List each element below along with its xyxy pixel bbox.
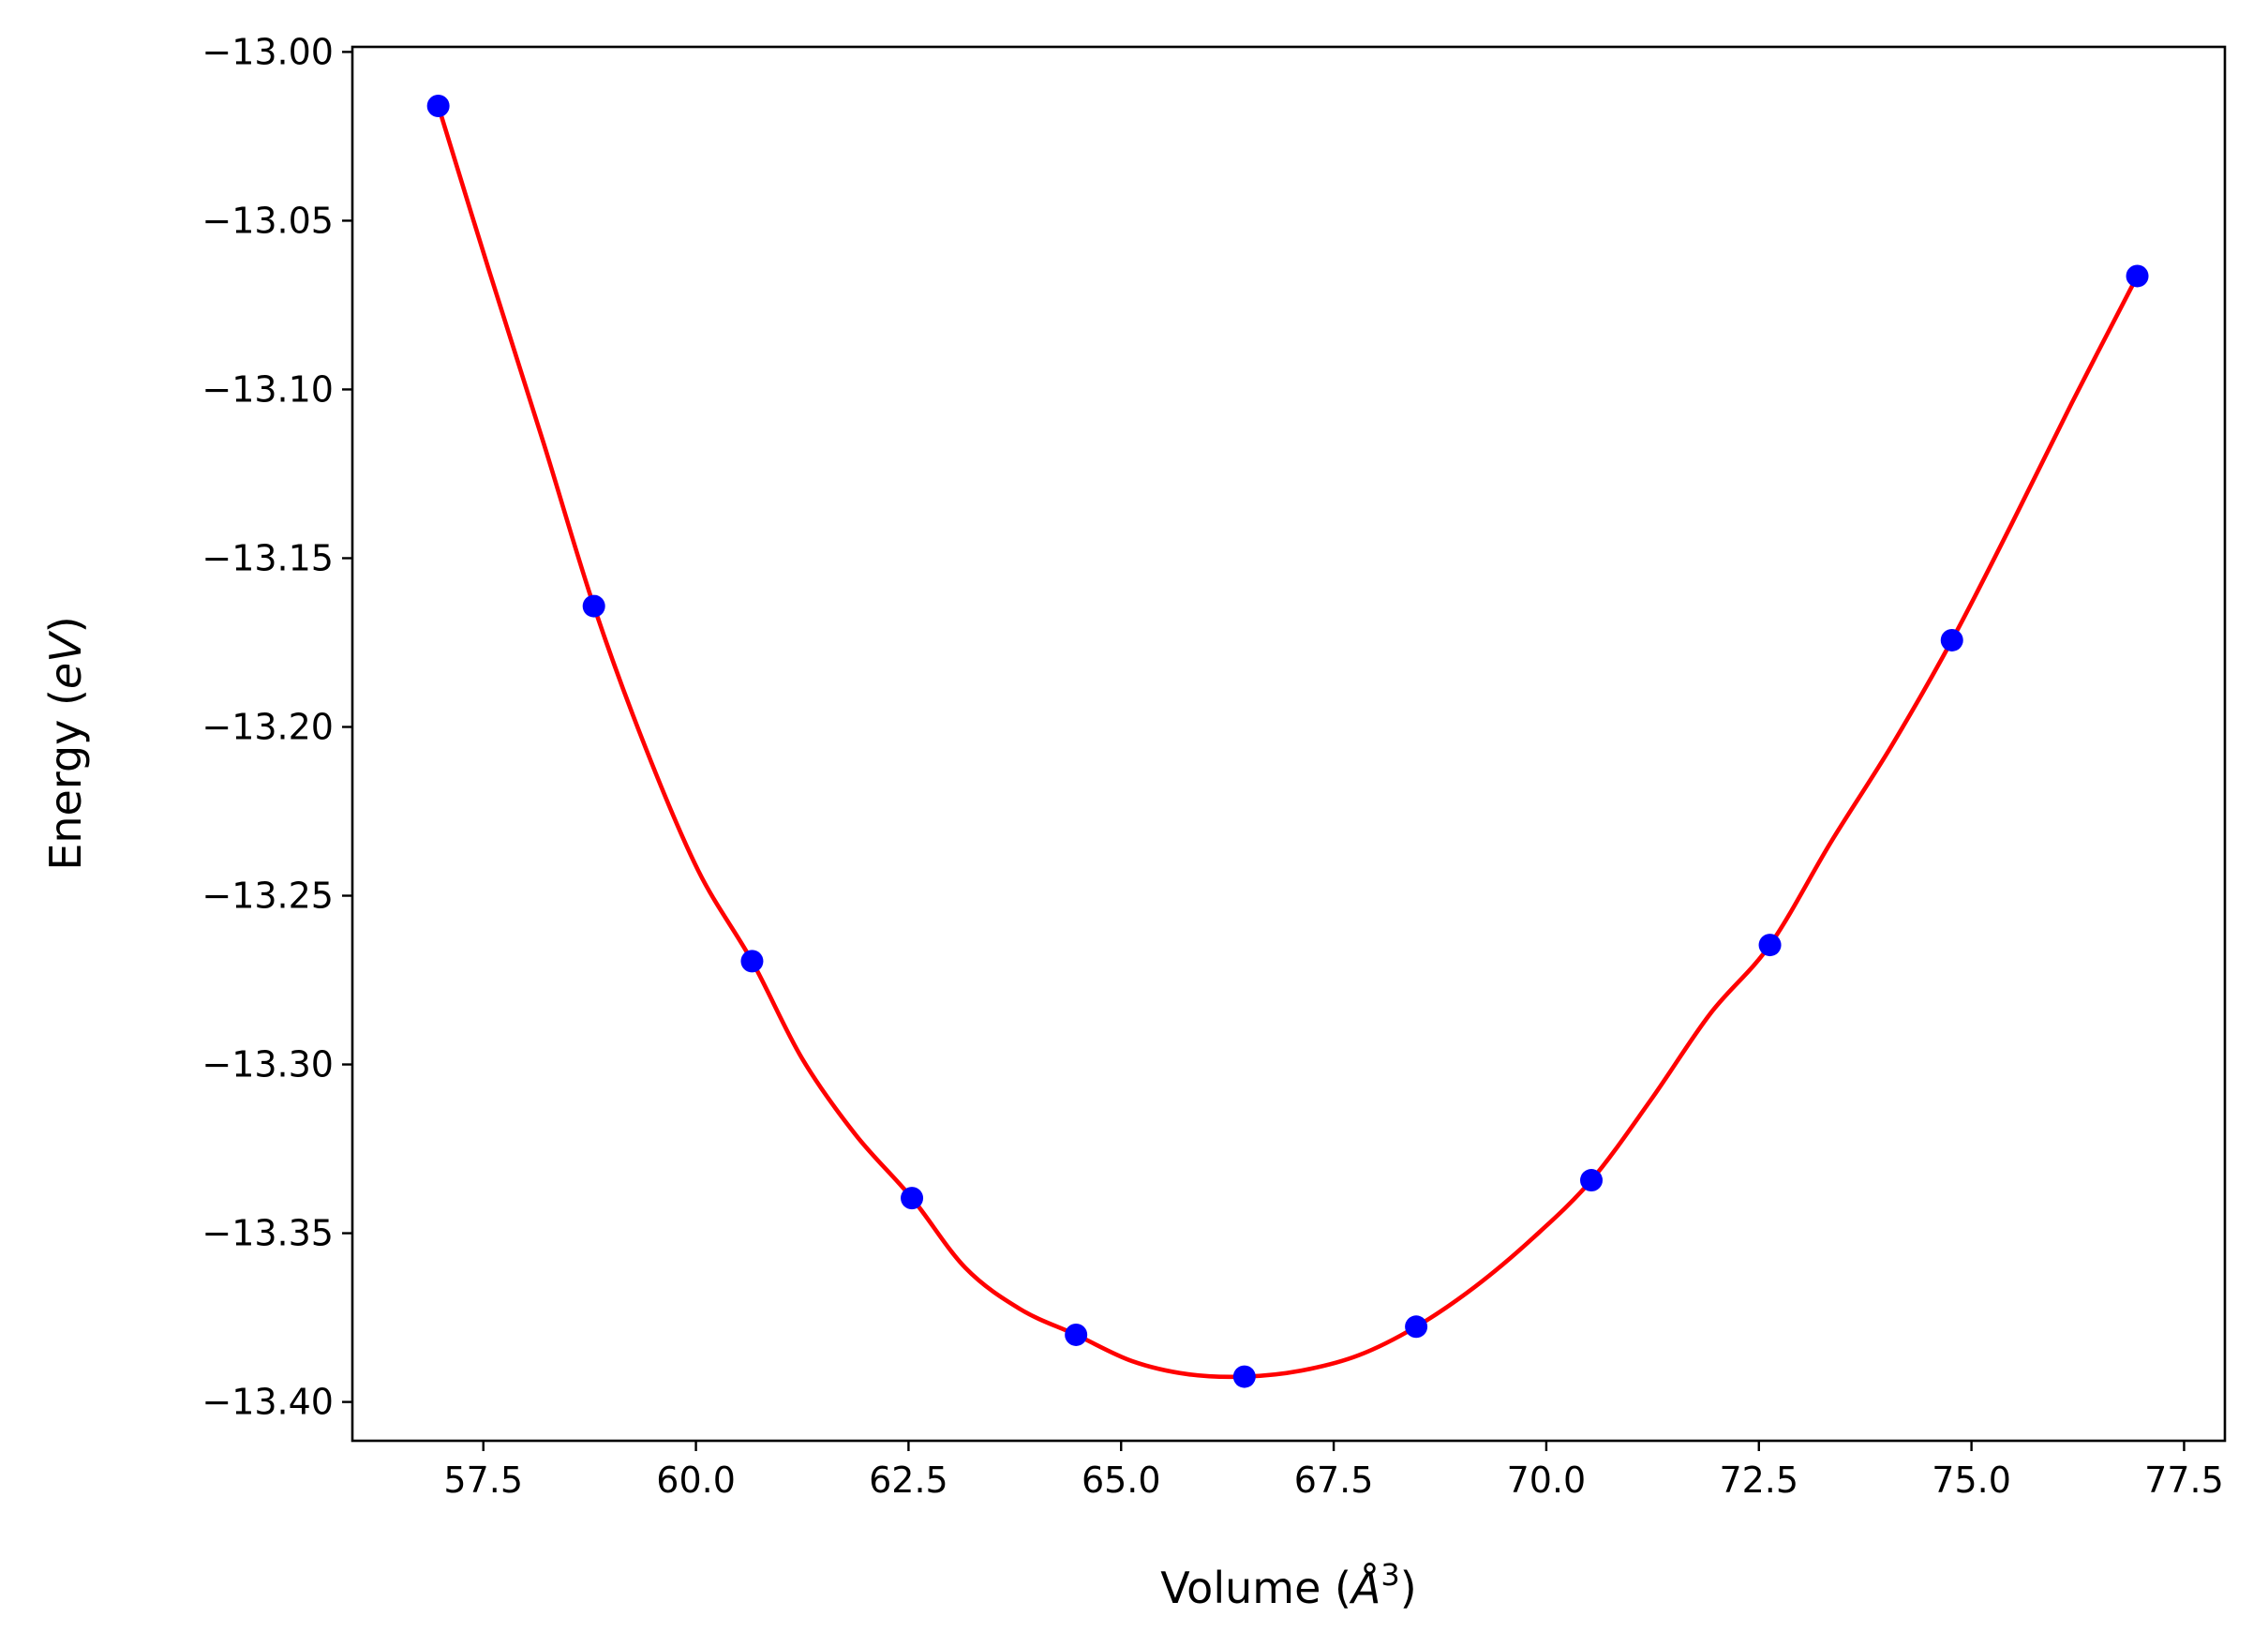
x-axis: 57.5 60.0 62.5 65.0 67.5 70.0 72.5 75.0 77.5 <box>443 1441 2224 1501</box>
y-tick-label: −13.20 <box>201 706 334 747</box>
data-point <box>901 1187 924 1210</box>
y-tick-label: −13.35 <box>201 1213 334 1254</box>
x-axis-title: Volume (Å3) <box>1160 1557 1416 1613</box>
data-point <box>740 950 764 973</box>
data-point <box>1405 1315 1428 1339</box>
data-point <box>582 594 605 618</box>
data-point <box>1940 628 1963 651</box>
x-tick-label: 62.5 <box>869 1460 948 1501</box>
y-tick-label: −13.00 <box>201 31 334 72</box>
y-tick-label: −13.30 <box>201 1044 334 1086</box>
x-tick-label: 65.0 <box>1082 1460 1161 1501</box>
data-point <box>1758 934 1782 957</box>
x-tick-label: 57.5 <box>443 1460 523 1501</box>
data-point <box>1065 1323 1088 1346</box>
data-point <box>1232 1365 1256 1388</box>
x-tick-label: 70.0 <box>1507 1460 1587 1501</box>
data-point <box>426 95 450 118</box>
data-point <box>1580 1169 1604 1192</box>
y-axis: −13.00 −13.05 −13.10 −13.15 −13.20 −13.25 −13.… <box>201 31 352 1423</box>
y-tick-label: −13.10 <box>201 368 334 410</box>
x-tick-label: 77.5 <box>2144 1460 2224 1501</box>
data-point <box>2126 264 2149 288</box>
plot-area <box>426 95 2149 1388</box>
y-tick-label: −13.40 <box>201 1382 334 1423</box>
x-tick-label: 67.5 <box>1294 1460 1374 1501</box>
y-axis-title: Energy (eV) <box>40 616 91 870</box>
x-tick-label: 75.0 <box>1932 1460 2011 1501</box>
x-tick-label: 72.5 <box>1719 1460 1798 1501</box>
plot-frame <box>351 45 2227 1443</box>
y-tick-label: −13.05 <box>201 200 334 241</box>
y-tick-label: −13.15 <box>201 537 334 578</box>
y-tick-label: −13.25 <box>201 876 334 917</box>
x-tick-label: 60.0 <box>656 1460 736 1501</box>
